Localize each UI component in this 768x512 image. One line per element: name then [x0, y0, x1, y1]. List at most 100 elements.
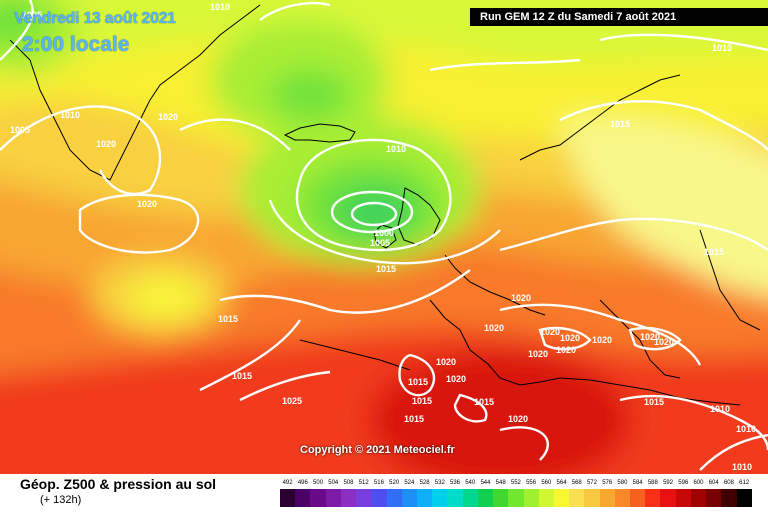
- colorbar-tick-label: 544: [480, 480, 491, 486]
- isobar-label: 1000: [374, 228, 394, 238]
- isobar-label: 1020: [446, 374, 466, 384]
- colorbar-swatch: [386, 489, 402, 507]
- isobar-label: 1020: [484, 323, 504, 333]
- isobar-label: 1015: [404, 414, 424, 424]
- colorbar-swatch: [447, 489, 463, 507]
- colorbar-swatch: [325, 489, 341, 507]
- colorbar-tick-label: 560: [541, 480, 552, 486]
- isobar-label: 1025: [282, 396, 302, 406]
- colorbar-swatch: [462, 489, 478, 507]
- isobar-label: 1005: [370, 238, 390, 248]
- colorbar-tick-label: 516: [373, 480, 384, 486]
- colorbar-tick-label: 508: [343, 480, 354, 486]
- isobar-label: 1020: [640, 332, 660, 342]
- colorbar-swatch: [280, 489, 296, 507]
- colorbar-tick-label: 500: [313, 480, 324, 486]
- forecast-date: Vendredi 13 août 2021: [14, 10, 176, 27]
- colorbar-swatch: [630, 489, 646, 507]
- isobars: [0, 0, 768, 470]
- colorbar-tick-label: 524: [404, 480, 415, 486]
- colorbar-tick-label: 592: [663, 480, 674, 486]
- colorbar-swatch: [614, 489, 631, 507]
- forecast-hour: (+ 132h): [40, 494, 82, 506]
- colorbar-tick-label: 604: [708, 480, 719, 486]
- colorbar-tick-label: 576: [602, 480, 613, 486]
- isobar-label: 1010: [732, 462, 752, 472]
- colorbar-tick-label: 612: [739, 480, 750, 486]
- isobar-labels: 1005 1010 1010 1005 1010 1020 1020 1020 …: [10, 2, 756, 472]
- colorbar-swatch: [660, 489, 676, 507]
- colorbar-tick-label: 572: [586, 480, 597, 486]
- colorbar-tick-label: 552: [510, 480, 521, 486]
- colorbar-swatch: [310, 489, 326, 507]
- colorbar-tick-label: 600: [693, 480, 704, 486]
- isobar-label: 1020: [540, 327, 560, 337]
- colorbar-swatch: [477, 489, 494, 507]
- isobar-label: 1020: [592, 335, 612, 345]
- isobar-label: 1020: [560, 333, 580, 343]
- colorbar-tick-label: 580: [617, 480, 628, 486]
- isobar-label: 1020: [137, 199, 157, 209]
- colorbar-swatch: [508, 489, 524, 507]
- colorbar-tick-label: 520: [389, 480, 400, 486]
- isobar-label: 1015: [412, 396, 432, 406]
- isobar-label: 1015: [704, 247, 724, 257]
- colorbar-labels: 492 496 500 504 508 512 516 520 524 528 532 536 540 5…: [280, 479, 752, 488]
- colorbar-tick-label: 584: [632, 480, 643, 486]
- colorbar-swatch: [721, 489, 737, 507]
- colorbar-tick-label: 548: [495, 480, 506, 486]
- colorbar-swatch: [538, 489, 554, 507]
- colorbar-tick-label: 588: [647, 480, 658, 486]
- isobar-label: 1020: [436, 357, 456, 367]
- isobar-label: 1020: [508, 414, 528, 424]
- coastlines: [9, 4, 761, 406]
- colorbar-tick-label: 564: [556, 480, 567, 486]
- isobar-label: 1020: [528, 349, 548, 359]
- colorbar-swatch: [432, 489, 448, 507]
- colorbar-swatch: [553, 489, 570, 507]
- isobar-label: 1010: [210, 2, 230, 12]
- copyright-text: Copyright © 2021 Meteociel.fr: [300, 444, 455, 456]
- colorbar-tick-label: 504: [328, 480, 339, 486]
- colorbar-swatch: [493, 489, 509, 507]
- isobar-label: 1005: [10, 125, 30, 135]
- model-run-label: Run GEM 12 Z du Samedi 7 août 2021: [470, 8, 768, 26]
- colorbar-swatch: [690, 489, 707, 507]
- colorbar-swatch: [675, 489, 691, 507]
- colorbar-swatch: [416, 489, 433, 507]
- isobar-label: 1015: [232, 371, 252, 381]
- colorbar-tick-label: 608: [723, 480, 734, 486]
- isobar-label: 1015: [376, 264, 396, 274]
- pressure-map: 1005 1010 1010 1005 1010 1020 1020 1020 …: [0, 0, 768, 474]
- colorbar-tick-label: 596: [678, 480, 689, 486]
- field-title: Géop. Z500 & pression au sol: [20, 476, 217, 492]
- colorbar-tick-label: 492: [282, 480, 293, 486]
- colorbar-swatch: [401, 489, 417, 507]
- colorbar-tick-label: 568: [571, 480, 582, 486]
- isobar-label: 1010: [60, 110, 80, 120]
- forecast-time: 2:00 locale: [22, 33, 130, 56]
- isobar-label: 1020: [654, 337, 674, 347]
- isobar-label: 1020: [511, 293, 531, 303]
- isobar-label: 1010: [710, 404, 730, 414]
- colorbar-tick-label: 532: [434, 480, 445, 486]
- geopotential-field: [0, 0, 768, 474]
- colorbar-tick-label: 512: [358, 480, 369, 486]
- colorbar: [280, 489, 752, 507]
- colorbar-swatch: [584, 489, 600, 507]
- colorbar-swatch: [599, 489, 615, 507]
- isobar-label: 1010: [736, 424, 756, 434]
- colorbar-swatch: [736, 489, 752, 507]
- isobar-label: 1005: [22, 10, 42, 20]
- isobar-label: 1015: [474, 397, 494, 407]
- colorbar-swatch: [523, 489, 539, 507]
- isobar-label: 1020: [556, 345, 576, 355]
- colorbar-tick-label: 556: [526, 480, 537, 486]
- isobar-label: 1020: [158, 112, 178, 122]
- isobar-label: 1015: [610, 119, 630, 129]
- colorbar-swatch: [706, 489, 722, 507]
- colorbar-swatch: [371, 489, 387, 507]
- colorbar-swatch: [295, 489, 311, 507]
- isobar-label: 1015: [644, 397, 664, 407]
